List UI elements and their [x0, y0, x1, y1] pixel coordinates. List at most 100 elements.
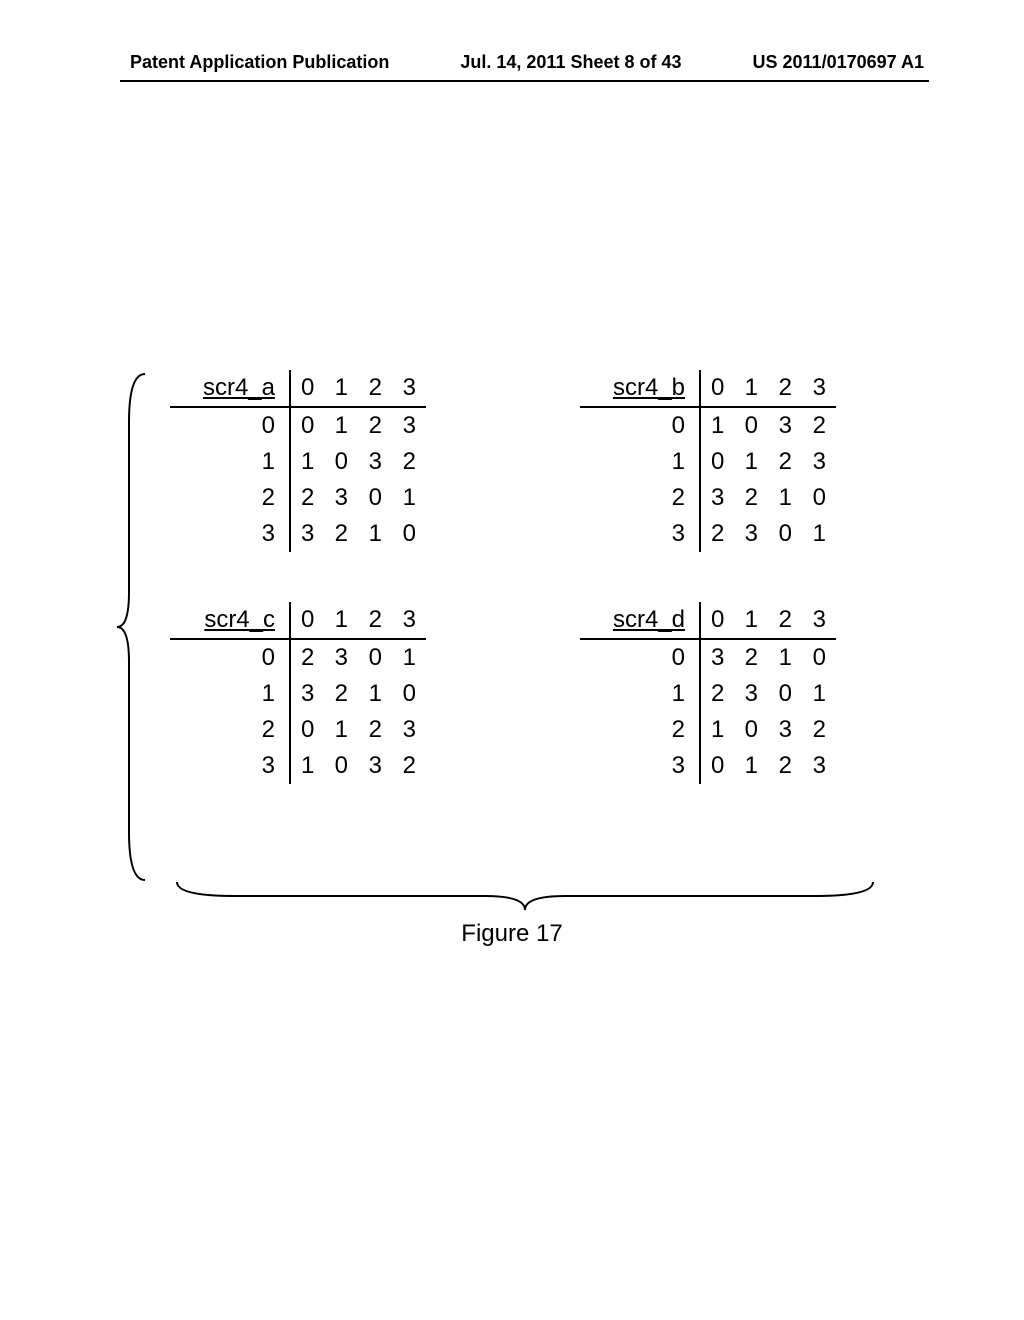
table: scr4_d012303210123012103230123: [580, 602, 836, 784]
col-header: 2: [358, 370, 392, 407]
table-row: 13210: [170, 676, 426, 712]
col-header: 1: [324, 602, 358, 639]
cell: 0: [324, 444, 358, 480]
cell: 0: [802, 480, 836, 516]
row-header: 2: [170, 712, 290, 748]
cell: 3: [290, 516, 324, 552]
cell: 0: [734, 712, 768, 748]
cell: 0: [734, 407, 768, 444]
cell: 0: [700, 444, 734, 480]
row-header: 3: [170, 516, 290, 552]
row-header: 3: [580, 748, 700, 784]
col-header: 0: [700, 602, 734, 639]
cell: 0: [324, 748, 358, 784]
col-header: 1: [734, 602, 768, 639]
table-row: 03210: [580, 639, 836, 676]
cell: 2: [768, 748, 802, 784]
cell: 3: [392, 712, 426, 748]
cell: 1: [700, 407, 734, 444]
row-header: 1: [170, 444, 290, 480]
row-header: 0: [580, 407, 700, 444]
cell: 0: [358, 639, 392, 676]
cell: 1: [324, 712, 358, 748]
cell: 1: [392, 639, 426, 676]
row-header: 0: [170, 407, 290, 444]
cell: 3: [324, 639, 358, 676]
row-header: 1: [580, 676, 700, 712]
col-header: 0: [290, 602, 324, 639]
cell: 1: [358, 676, 392, 712]
cell: 3: [358, 444, 392, 480]
table-row: 10123: [580, 444, 836, 480]
row-header: 0: [580, 639, 700, 676]
row-header: 1: [170, 676, 290, 712]
cell: 0: [290, 407, 324, 444]
cell: 3: [768, 712, 802, 748]
col-header: 2: [358, 602, 392, 639]
cell: 3: [734, 676, 768, 712]
table-row: 12301: [580, 676, 836, 712]
col-header: 3: [392, 602, 426, 639]
brace-bottom-icon: [175, 876, 875, 916]
figure-caption: Figure 17: [0, 920, 1024, 948]
table-row: 30123: [580, 748, 836, 784]
cell: 2: [700, 516, 734, 552]
header-mid: Jul. 14, 2011 Sheet 8 of 43: [460, 52, 681, 73]
cell: 0: [358, 480, 392, 516]
table-name: scr4_c: [170, 602, 290, 639]
cell: 1: [290, 748, 324, 784]
cell: 2: [802, 712, 836, 748]
header-left: Patent Application Publication: [130, 52, 389, 73]
figure-area: scr4_a012300123110322230133210scr4_b0123…: [130, 370, 900, 784]
cell: 1: [768, 639, 802, 676]
cell: 2: [290, 639, 324, 676]
cell: 0: [392, 516, 426, 552]
cell: 2: [734, 480, 768, 516]
table-name: scr4_a: [170, 370, 290, 407]
cell: 1: [290, 444, 324, 480]
cell: 2: [392, 748, 426, 784]
col-header: 2: [768, 370, 802, 407]
cell: 1: [768, 480, 802, 516]
table-row: 11032: [170, 444, 426, 480]
lookup-table-scr4_b: scr4_b012301032101232321032301: [580, 370, 900, 552]
cell: 3: [700, 480, 734, 516]
cell: 3: [290, 676, 324, 712]
table-row: 33210: [170, 516, 426, 552]
cell: 1: [734, 748, 768, 784]
col-header: 2: [768, 602, 802, 639]
col-header: 3: [802, 370, 836, 407]
table-row: 31032: [170, 748, 426, 784]
cell: 2: [802, 407, 836, 444]
cell: 1: [802, 516, 836, 552]
row-header: 3: [580, 516, 700, 552]
col-header: 0: [700, 370, 734, 407]
cell: 3: [734, 516, 768, 552]
cell: 3: [700, 639, 734, 676]
tables-grid: scr4_a012300123110322230133210scr4_b0123…: [130, 370, 900, 784]
cell: 0: [768, 676, 802, 712]
cell: 1: [392, 480, 426, 516]
lookup-table-scr4_c: scr4_c012302301132102012331032: [170, 602, 490, 784]
table: scr4_c012302301132102012331032: [170, 602, 426, 784]
cell: 2: [734, 639, 768, 676]
cell: 1: [802, 676, 836, 712]
table-row: 00123: [170, 407, 426, 444]
cell: 1: [324, 407, 358, 444]
page-header: Patent Application Publication Jul. 14, …: [0, 52, 1024, 73]
cell: 3: [768, 407, 802, 444]
cell: 1: [734, 444, 768, 480]
cell: 0: [700, 748, 734, 784]
cell: 0: [768, 516, 802, 552]
lookup-table-scr4_a: scr4_a012300123110322230133210: [170, 370, 490, 552]
row-header: 2: [580, 480, 700, 516]
table-row: 02301: [170, 639, 426, 676]
table-row: 23210: [580, 480, 836, 516]
col-header: 1: [734, 370, 768, 407]
col-header: 1: [324, 370, 358, 407]
col-header: 3: [392, 370, 426, 407]
cell: 1: [358, 516, 392, 552]
cell: 3: [802, 444, 836, 480]
table-row: 20123: [170, 712, 426, 748]
cell: 2: [324, 516, 358, 552]
